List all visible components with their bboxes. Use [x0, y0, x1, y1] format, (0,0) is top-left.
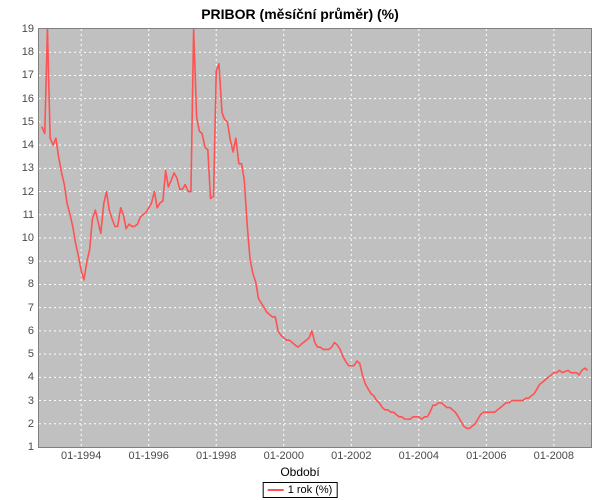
y-tick-label: 9: [4, 255, 34, 267]
legend-item-label: 1 rok (%): [288, 484, 333, 496]
legend-line: [268, 489, 284, 491]
plot-svg: [39, 29, 591, 447]
y-tick-label: 13: [4, 162, 34, 174]
x-tick-label: 01-2002: [331, 450, 371, 462]
y-tick-label: 1: [4, 441, 34, 453]
y-tick-label: 15: [4, 116, 34, 128]
y-tick-label: 7: [4, 302, 34, 314]
chart-container: PRIBOR (měsíční průměr) (%) Období 1 rok…: [0, 0, 600, 500]
plot-area: [38, 28, 592, 448]
x-tick-label: 01-1996: [129, 450, 169, 462]
y-tick-label: 18: [4, 46, 34, 58]
x-tick-label: 01-2008: [534, 450, 574, 462]
y-tick-label: 2: [4, 418, 34, 430]
x-tick-label: 01-1994: [61, 450, 101, 462]
x-tick-label: 01-2000: [264, 450, 304, 462]
y-tick-label: 11: [4, 209, 34, 221]
x-tick-label: 01-2004: [399, 450, 439, 462]
x-tick-label: 01-1998: [196, 450, 236, 462]
y-tick-label: 5: [4, 348, 34, 360]
y-tick-label: 14: [4, 139, 34, 151]
y-tick-label: 8: [4, 278, 34, 290]
x-axis-label: Období: [0, 465, 600, 479]
y-tick-label: 12: [4, 186, 34, 198]
y-tick-label: 19: [4, 23, 34, 35]
y-tick-label: 16: [4, 93, 34, 105]
x-tick-label: 01-2006: [466, 450, 506, 462]
y-tick-label: 4: [4, 371, 34, 383]
y-tick-label: 17: [4, 69, 34, 81]
y-tick-label: 6: [4, 325, 34, 337]
legend: 1 rok (%): [263, 482, 338, 498]
y-tick-label: 10: [4, 232, 34, 244]
y-tick-label: 3: [4, 395, 34, 407]
chart-title: PRIBOR (měsíční průměr) (%): [0, 6, 600, 22]
